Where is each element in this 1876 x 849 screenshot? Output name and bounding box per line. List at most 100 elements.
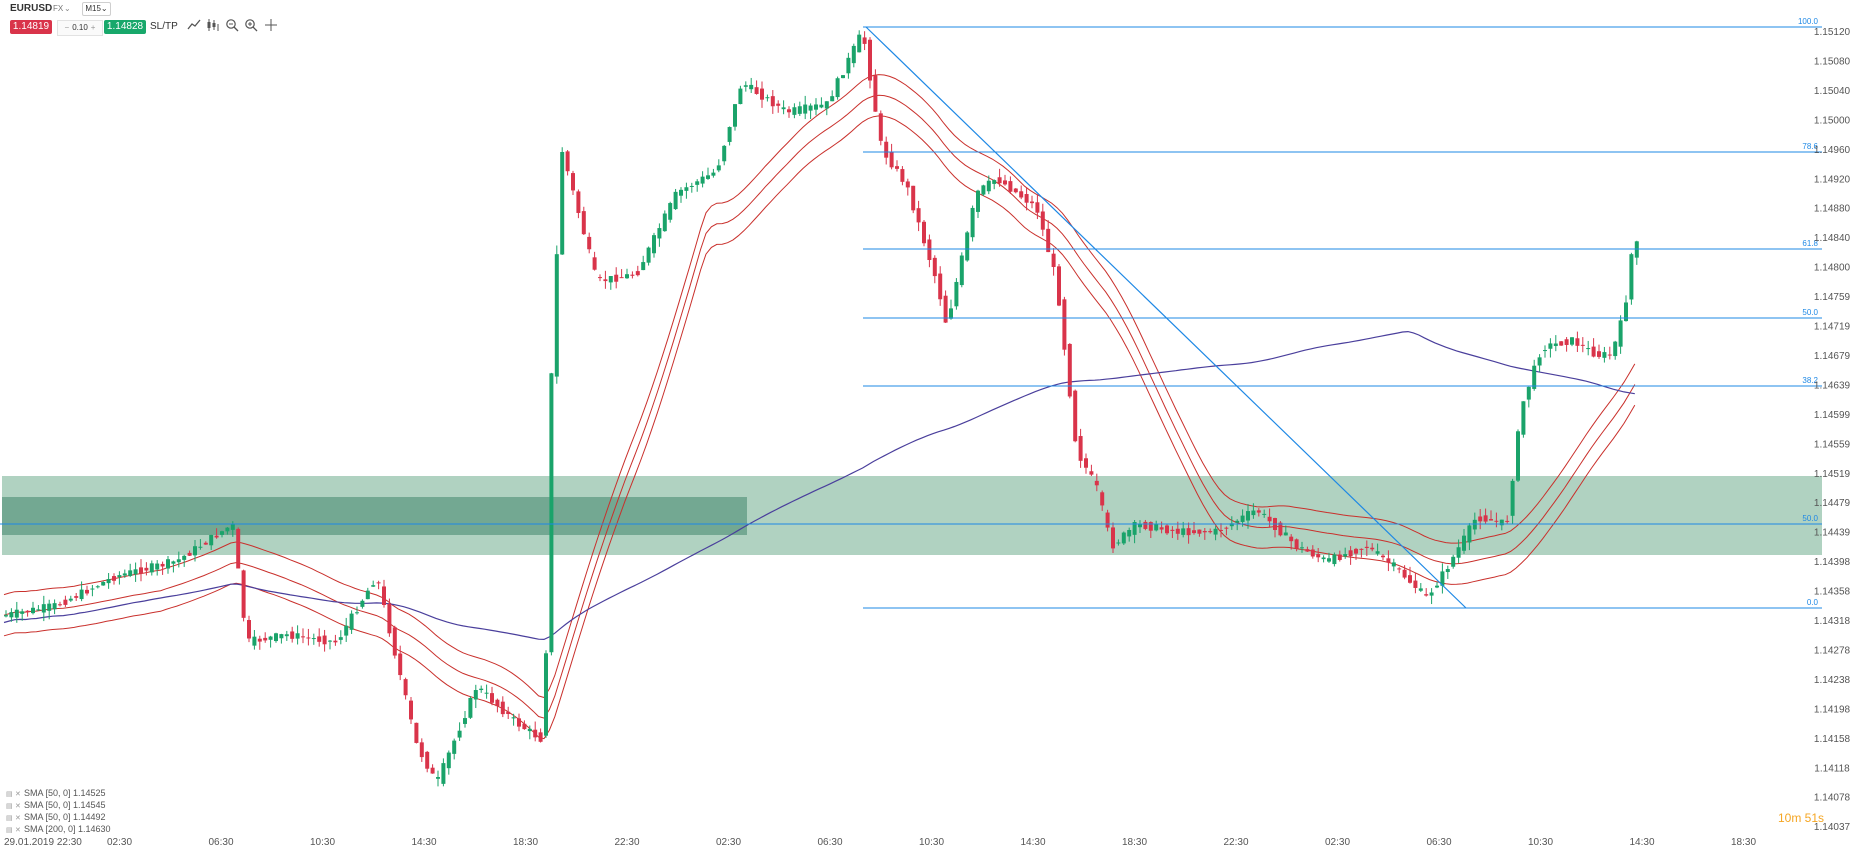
price-axis-label: 1.14198: [1814, 704, 1851, 715]
bull-candle: [1127, 527, 1132, 542]
sma-line-upper[interactable]: [3, 74, 1636, 699]
close-icon[interactable]: ✕: [15, 815, 21, 822]
time-axis-label: 14:30: [411, 837, 436, 848]
fib-trend-line[interactable]: [865, 26, 1467, 609]
candlestick-type-icon[interactable]: [205, 18, 221, 34]
bull-candle: [79, 581, 84, 602]
legend-item[interactable]: ▤ ✕ SMA [200, 0] 1.14630: [6, 823, 111, 835]
bear-candle: [63, 595, 68, 607]
settings-icon[interactable]: ▤: [6, 803, 13, 810]
bear-candle: [139, 559, 143, 582]
price-axis-label: 1.14158: [1814, 734, 1851, 745]
bull-candle: [549, 372, 554, 656]
settings-icon[interactable]: ▤: [6, 791, 13, 798]
bull-candle: [641, 255, 646, 271]
bear-candle: [1186, 522, 1191, 544]
bear-candle: [878, 110, 883, 146]
bear-candle: [1337, 550, 1342, 562]
bull-candle: [31, 601, 35, 615]
sell-button[interactable]: 1.14819: [10, 20, 52, 34]
bull-candle: [1499, 519, 1504, 531]
bull-candle: [743, 81, 748, 92]
sma-line-middle[interactable]: [3, 94, 1636, 719]
crosshair-icon[interactable]: [263, 18, 279, 34]
bear-candle: [1386, 550, 1391, 572]
zoom-out-icon[interactable]: [224, 18, 240, 34]
bear-candle: [614, 267, 619, 289]
bull-candle: [484, 684, 489, 699]
bull-candle: [166, 556, 170, 574]
bear-candle: [1278, 521, 1283, 537]
bear-candle: [1494, 512, 1499, 528]
quantity-stepper[interactable]: −0.10 +: [57, 20, 103, 36]
bear-candle: [506, 706, 511, 720]
bear-candle: [571, 170, 575, 196]
quantity-minus-button[interactable]: −: [64, 23, 70, 32]
bull-candle: [371, 580, 376, 587]
bear-candle: [1607, 346, 1612, 360]
bull-candle: [1521, 401, 1526, 438]
quantity-plus-button[interactable]: +: [90, 23, 96, 32]
symbol-name[interactable]: EURUSD: [10, 3, 53, 14]
close-icon[interactable]: ✕: [15, 791, 21, 798]
legend-item[interactable]: ▤ ✕ SMA [50, 0] 1.14492: [6, 811, 111, 823]
legend-item[interactable]: ▤ ✕ SMA [50, 0] 1.14545: [6, 799, 111, 811]
bear-candle: [495, 698, 500, 713]
support-zone-core[interactable]: [2, 497, 747, 535]
candle-countdown: 10m 51s: [1778, 811, 1825, 825]
line-tool-icon[interactable]: [186, 18, 202, 34]
bull-candle: [1629, 252, 1634, 305]
bear-candle: [1013, 187, 1018, 194]
bull-candle: [1618, 315, 1623, 354]
symbol-dropdown-icon[interactable]: ⌄: [64, 4, 71, 13]
bull-candle: [1321, 555, 1326, 563]
bull-candle: [47, 599, 52, 620]
bull-candle: [1138, 520, 1142, 534]
price-axis-label: 1.14398: [1814, 557, 1851, 568]
bull-candle: [792, 103, 797, 119]
bear-candle: [187, 550, 192, 556]
timeframe-select[interactable]: M15⌄: [82, 2, 111, 16]
bear-candle: [932, 255, 937, 284]
close-icon[interactable]: ✕: [15, 803, 21, 810]
bear-candle: [1413, 573, 1418, 594]
bear-candle: [247, 615, 251, 643]
bull-candle: [1613, 340, 1618, 360]
bear-candle: [630, 271, 635, 279]
bear-candle: [1580, 337, 1585, 353]
sltp-button[interactable]: SL/TP: [150, 21, 178, 32]
bull-candle: [117, 571, 122, 585]
zoom-in-icon[interactable]: [243, 18, 259, 34]
settings-icon[interactable]: ▤: [6, 815, 13, 822]
bull-candle: [1537, 354, 1542, 372]
bear-candle: [382, 579, 386, 608]
bull-candle: [1548, 338, 1553, 358]
bear-candle: [1478, 508, 1483, 530]
bull-candle: [857, 30, 862, 53]
bear-candle: [301, 628, 305, 644]
bull-candle: [1451, 554, 1456, 569]
price-axis-label: 1.14318: [1814, 616, 1851, 627]
bear-candle: [1310, 545, 1315, 559]
settings-icon[interactable]: ▤: [6, 827, 13, 834]
quantity-input[interactable]: 0.10: [72, 23, 88, 32]
bull-candle: [1332, 552, 1337, 567]
bear-candle: [1564, 337, 1569, 352]
legend-item[interactable]: ▤ ✕ SMA [50, 0] 1.14525: [6, 787, 111, 799]
bull-candle: [284, 630, 289, 641]
bear-candle: [576, 189, 581, 219]
bear-candle: [392, 625, 397, 659]
bear-candle: [884, 136, 889, 165]
bull-candle: [1553, 335, 1558, 352]
price-axis-label: 1.14037: [1814, 822, 1851, 833]
sma-200-line[interactable]: [3, 330, 1635, 641]
legend-label: SMA [50, 0] 1.14525: [24, 788, 106, 798]
bull-candle: [673, 188, 678, 210]
bear-candle: [787, 106, 791, 118]
close-icon[interactable]: ✕: [15, 827, 21, 834]
buy-button[interactable]: 1.14828: [104, 20, 146, 34]
sma-line-lower[interactable]: [3, 115, 1636, 740]
bull-candle: [101, 581, 106, 586]
fib-level-label: 0.0: [1807, 598, 1819, 607]
